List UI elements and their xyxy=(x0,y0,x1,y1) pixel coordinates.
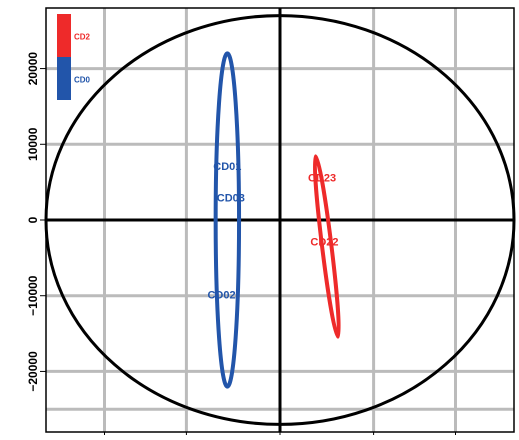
ellipse-cd0 xyxy=(213,51,242,389)
y-tick-label: −10000 xyxy=(26,275,40,316)
point-label: CD23 xyxy=(308,172,336,184)
legend: CD2 CD0 xyxy=(57,14,91,100)
legend-swatch-cd2 xyxy=(57,14,71,57)
y-tick-label: 10000 xyxy=(26,127,40,161)
ellipse-layer xyxy=(213,51,341,389)
y-tick-label: 0 xyxy=(26,216,40,223)
legend-label-cd2: CD2 xyxy=(74,33,91,42)
ellipse-cd2 xyxy=(312,154,341,339)
point-label: CD02 xyxy=(207,290,235,302)
axes-layer xyxy=(46,8,514,432)
label-layer: CD01 CD03 CD02 CD23 CD22 xyxy=(207,161,338,302)
legend-label-cd0: CD0 xyxy=(74,76,91,85)
legend-swatch-cd0 xyxy=(57,57,71,100)
point-label: CD22 xyxy=(310,237,338,249)
y-tick-label: 20000 xyxy=(26,52,40,86)
point-label: CD03 xyxy=(217,193,245,205)
point-label: CD01 xyxy=(213,161,241,173)
tick-layer: 20000 10000 0 −10000 −20000 xyxy=(26,52,456,436)
y-tick-label: −20000 xyxy=(26,351,40,392)
plot-frame xyxy=(45,7,515,433)
